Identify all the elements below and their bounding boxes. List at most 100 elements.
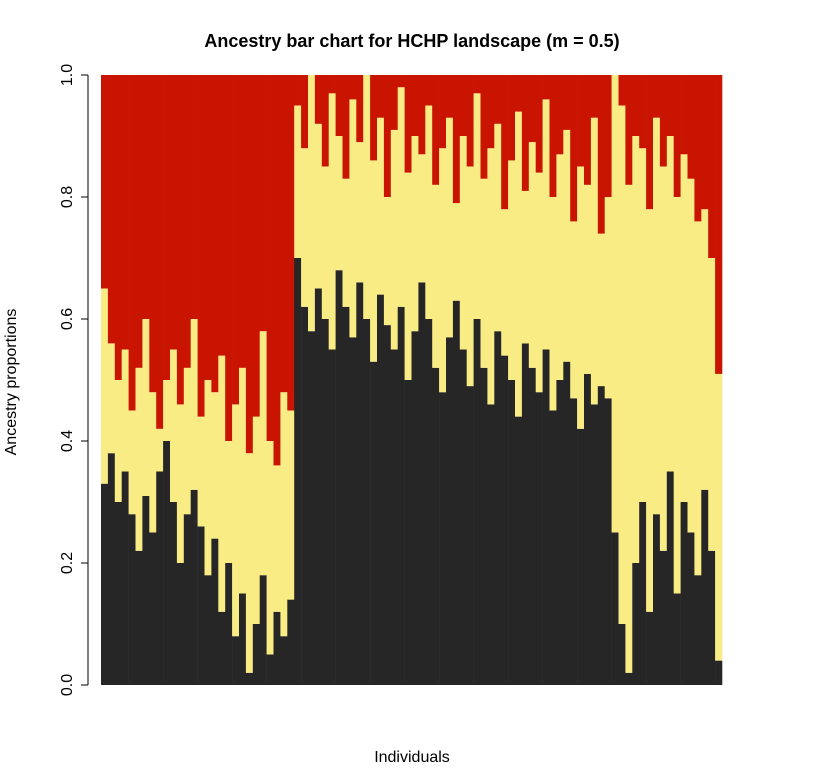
bar-segment bbox=[142, 319, 150, 496]
bar-segment bbox=[266, 441, 274, 655]
bar-segment bbox=[480, 367, 488, 685]
bar-segment bbox=[632, 136, 640, 563]
bar-segment bbox=[245, 672, 254, 685]
bar-segment bbox=[349, 337, 357, 685]
bar-segment bbox=[321, 166, 329, 319]
bar-segment bbox=[287, 75, 295, 411]
bar-segment bbox=[280, 636, 288, 685]
bar-segment bbox=[570, 398, 578, 685]
bar-segment bbox=[225, 563, 233, 685]
bar-segment bbox=[225, 75, 233, 441]
bar-segment bbox=[687, 532, 695, 685]
bar-segment bbox=[411, 136, 419, 332]
bar-segment bbox=[314, 123, 323, 289]
bar-segment bbox=[639, 148, 647, 502]
bar-segment bbox=[170, 75, 178, 350]
bar-segment bbox=[301, 306, 309, 685]
bar-segment bbox=[597, 386, 605, 685]
bar-segment bbox=[659, 166, 668, 551]
bar-segment bbox=[280, 75, 288, 393]
bar-segment bbox=[528, 142, 536, 368]
bar-segment bbox=[239, 593, 247, 685]
bar-segment bbox=[549, 75, 557, 197]
bar-segment bbox=[425, 319, 433, 685]
bar-segment bbox=[666, 471, 674, 685]
bar-segment bbox=[452, 300, 461, 685]
bar-segment bbox=[584, 184, 592, 374]
bar-segment bbox=[156, 428, 164, 472]
bar-segment bbox=[225, 441, 233, 563]
bar-segment bbox=[397, 306, 405, 685]
bar-segment bbox=[149, 75, 157, 393]
bar-segment bbox=[156, 471, 164, 685]
bar-segment bbox=[549, 197, 557, 411]
bar-segment bbox=[232, 404, 240, 637]
bar-segment bbox=[377, 294, 385, 685]
bar-segment bbox=[508, 160, 516, 380]
bar-segment bbox=[121, 75, 129, 350]
bar-segment bbox=[604, 398, 612, 685]
bar-segment bbox=[625, 672, 633, 685]
bar-segment bbox=[542, 99, 550, 350]
bar-segment bbox=[708, 75, 716, 258]
bar-segment bbox=[439, 392, 447, 685]
bar-segment bbox=[590, 404, 599, 685]
bar-segment bbox=[618, 75, 626, 106]
bar-segment bbox=[328, 349, 336, 685]
bar-segment bbox=[618, 105, 626, 624]
bar-segment bbox=[294, 258, 302, 685]
bar-segment bbox=[439, 75, 447, 149]
bar-segment bbox=[418, 282, 426, 685]
bar-segment bbox=[528, 367, 536, 685]
bar-segment bbox=[508, 75, 516, 161]
bar-segment bbox=[659, 75, 668, 167]
bar-segment bbox=[273, 611, 281, 685]
bar-segment bbox=[377, 117, 385, 295]
bar-segment bbox=[515, 416, 523, 685]
y-tick-label: 0.4 bbox=[59, 430, 76, 452]
bar-segment bbox=[646, 209, 654, 612]
bar-segment bbox=[653, 514, 661, 685]
bar-segment bbox=[404, 380, 412, 685]
bar-segment bbox=[245, 75, 254, 454]
bar-segment bbox=[418, 75, 426, 155]
bar-segment bbox=[135, 75, 143, 368]
bar-segment bbox=[715, 373, 723, 661]
bar-segment bbox=[494, 331, 502, 685]
bar-segment bbox=[625, 75, 633, 185]
bar-segment bbox=[128, 514, 136, 685]
bar-segment bbox=[128, 410, 136, 515]
bar-segment bbox=[715, 660, 723, 685]
bar-segment bbox=[494, 123, 502, 332]
y-tick-label: 0.6 bbox=[59, 308, 76, 330]
bar-segment bbox=[349, 99, 357, 338]
bar-segment bbox=[687, 75, 695, 179]
y-tick-label: 0.0 bbox=[59, 674, 76, 696]
bar-segment bbox=[563, 129, 571, 362]
bar-segment bbox=[466, 386, 474, 685]
bar-segment bbox=[204, 380, 212, 576]
bar-segment bbox=[459, 349, 467, 685]
bar-segment bbox=[659, 550, 668, 685]
bar-segment bbox=[646, 611, 654, 685]
bar-segment bbox=[618, 624, 626, 685]
bar-segment bbox=[653, 75, 661, 118]
bar-segment bbox=[342, 178, 350, 307]
bar-segment bbox=[321, 75, 329, 167]
bar-segment bbox=[308, 331, 316, 685]
bar-segment bbox=[480, 178, 488, 368]
bar-segment bbox=[239, 367, 247, 594]
bar-segment bbox=[501, 355, 509, 685]
bar-segment bbox=[521, 343, 530, 685]
bar-segment bbox=[176, 404, 185, 563]
bar-segment bbox=[446, 337, 454, 685]
bar-segment bbox=[232, 75, 240, 405]
bar-segment bbox=[473, 93, 481, 319]
bar-segment bbox=[211, 75, 219, 393]
bar-segment bbox=[218, 355, 226, 612]
bar-segment bbox=[197, 75, 205, 417]
bar-segment bbox=[584, 75, 592, 185]
bar-segment bbox=[114, 502, 122, 685]
bar-segment bbox=[521, 190, 530, 344]
